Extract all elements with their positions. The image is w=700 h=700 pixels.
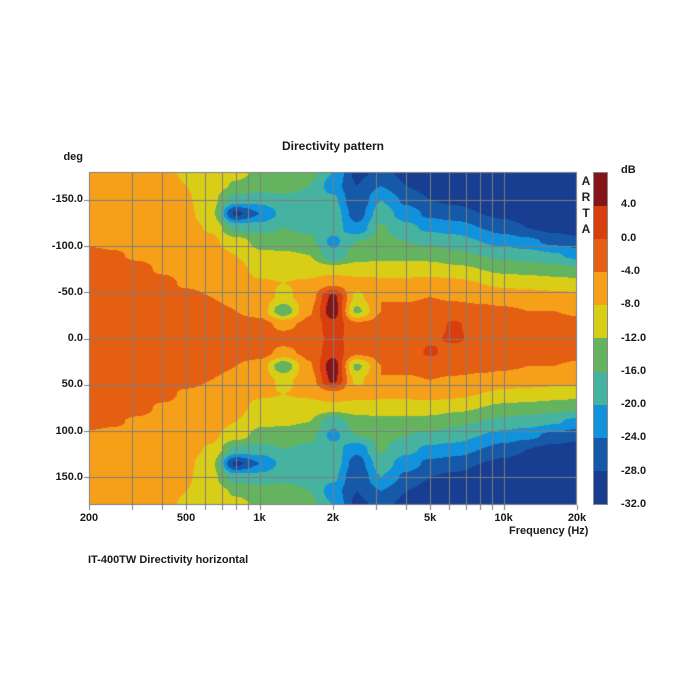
colorbar-band bbox=[594, 239, 607, 273]
x-axis-title: Frequency (Hz) bbox=[509, 525, 589, 537]
arta-letter: A bbox=[581, 174, 591, 188]
colorbar-tick-label: -28.0 bbox=[621, 464, 647, 477]
y-tick-label: -50.0 bbox=[57, 285, 83, 298]
colorbar-band bbox=[594, 173, 607, 207]
colorbar-tick-label: 4.0 bbox=[621, 198, 637, 211]
x-tick-label: 20k bbox=[567, 512, 587, 524]
colorbar-tick-label: -32.0 bbox=[621, 498, 647, 510]
y-axis-unit-label: deg bbox=[63, 151, 83, 163]
measurement-caption: IT-400TW Directivity horizontal bbox=[88, 554, 249, 566]
x-tick-label: 10k bbox=[494, 512, 513, 524]
y-tick-label: -100.0 bbox=[51, 239, 83, 252]
colorbar-tick-label: -16.0 bbox=[621, 364, 647, 377]
colorbar-band bbox=[594, 470, 607, 504]
arta-letter: A bbox=[581, 222, 591, 236]
y-tick-label: 150.0 bbox=[55, 470, 83, 483]
arta-letter: T bbox=[582, 206, 590, 220]
chart-title: Directivity pattern bbox=[281, 139, 385, 153]
colorbar-tick-label: -8.0 bbox=[621, 298, 640, 311]
x-tick-label: 200 bbox=[79, 512, 99, 524]
colorbar-band bbox=[594, 305, 607, 339]
y-tick-label: 100.0 bbox=[55, 424, 83, 437]
y-tick-label: 50.0 bbox=[61, 378, 83, 391]
x-tick-label: 1k bbox=[253, 512, 266, 524]
colorbar-tick-label: -4.0 bbox=[621, 264, 640, 277]
colorbar-band bbox=[594, 437, 607, 471]
colorbar bbox=[593, 172, 608, 505]
colorbar-tick-label: -20.0 bbox=[621, 398, 647, 411]
y-tick-label: -150.0 bbox=[51, 193, 83, 206]
colorbar-band bbox=[594, 206, 607, 240]
x-tick-label: 2k bbox=[326, 512, 340, 524]
colorbar-tick-label: -12.0 bbox=[621, 331, 647, 344]
colorbar-tick-label: -24.0 bbox=[621, 431, 647, 444]
colorbar-unit-label: dB bbox=[621, 164, 636, 176]
colorbar-band bbox=[594, 404, 607, 438]
colorbar-band bbox=[594, 371, 607, 405]
colorbar-band bbox=[594, 272, 607, 306]
arta-letter: R bbox=[581, 190, 591, 204]
colorbar-tick-label: 0.0 bbox=[621, 231, 637, 244]
y-tick-label: 0.0 bbox=[67, 332, 83, 344]
directivity-heatmap-canvas bbox=[79, 164, 587, 516]
colorbar-band bbox=[594, 338, 607, 372]
x-tick-label: 500 bbox=[176, 512, 196, 524]
x-tick-label: 5k bbox=[423, 512, 437, 524]
